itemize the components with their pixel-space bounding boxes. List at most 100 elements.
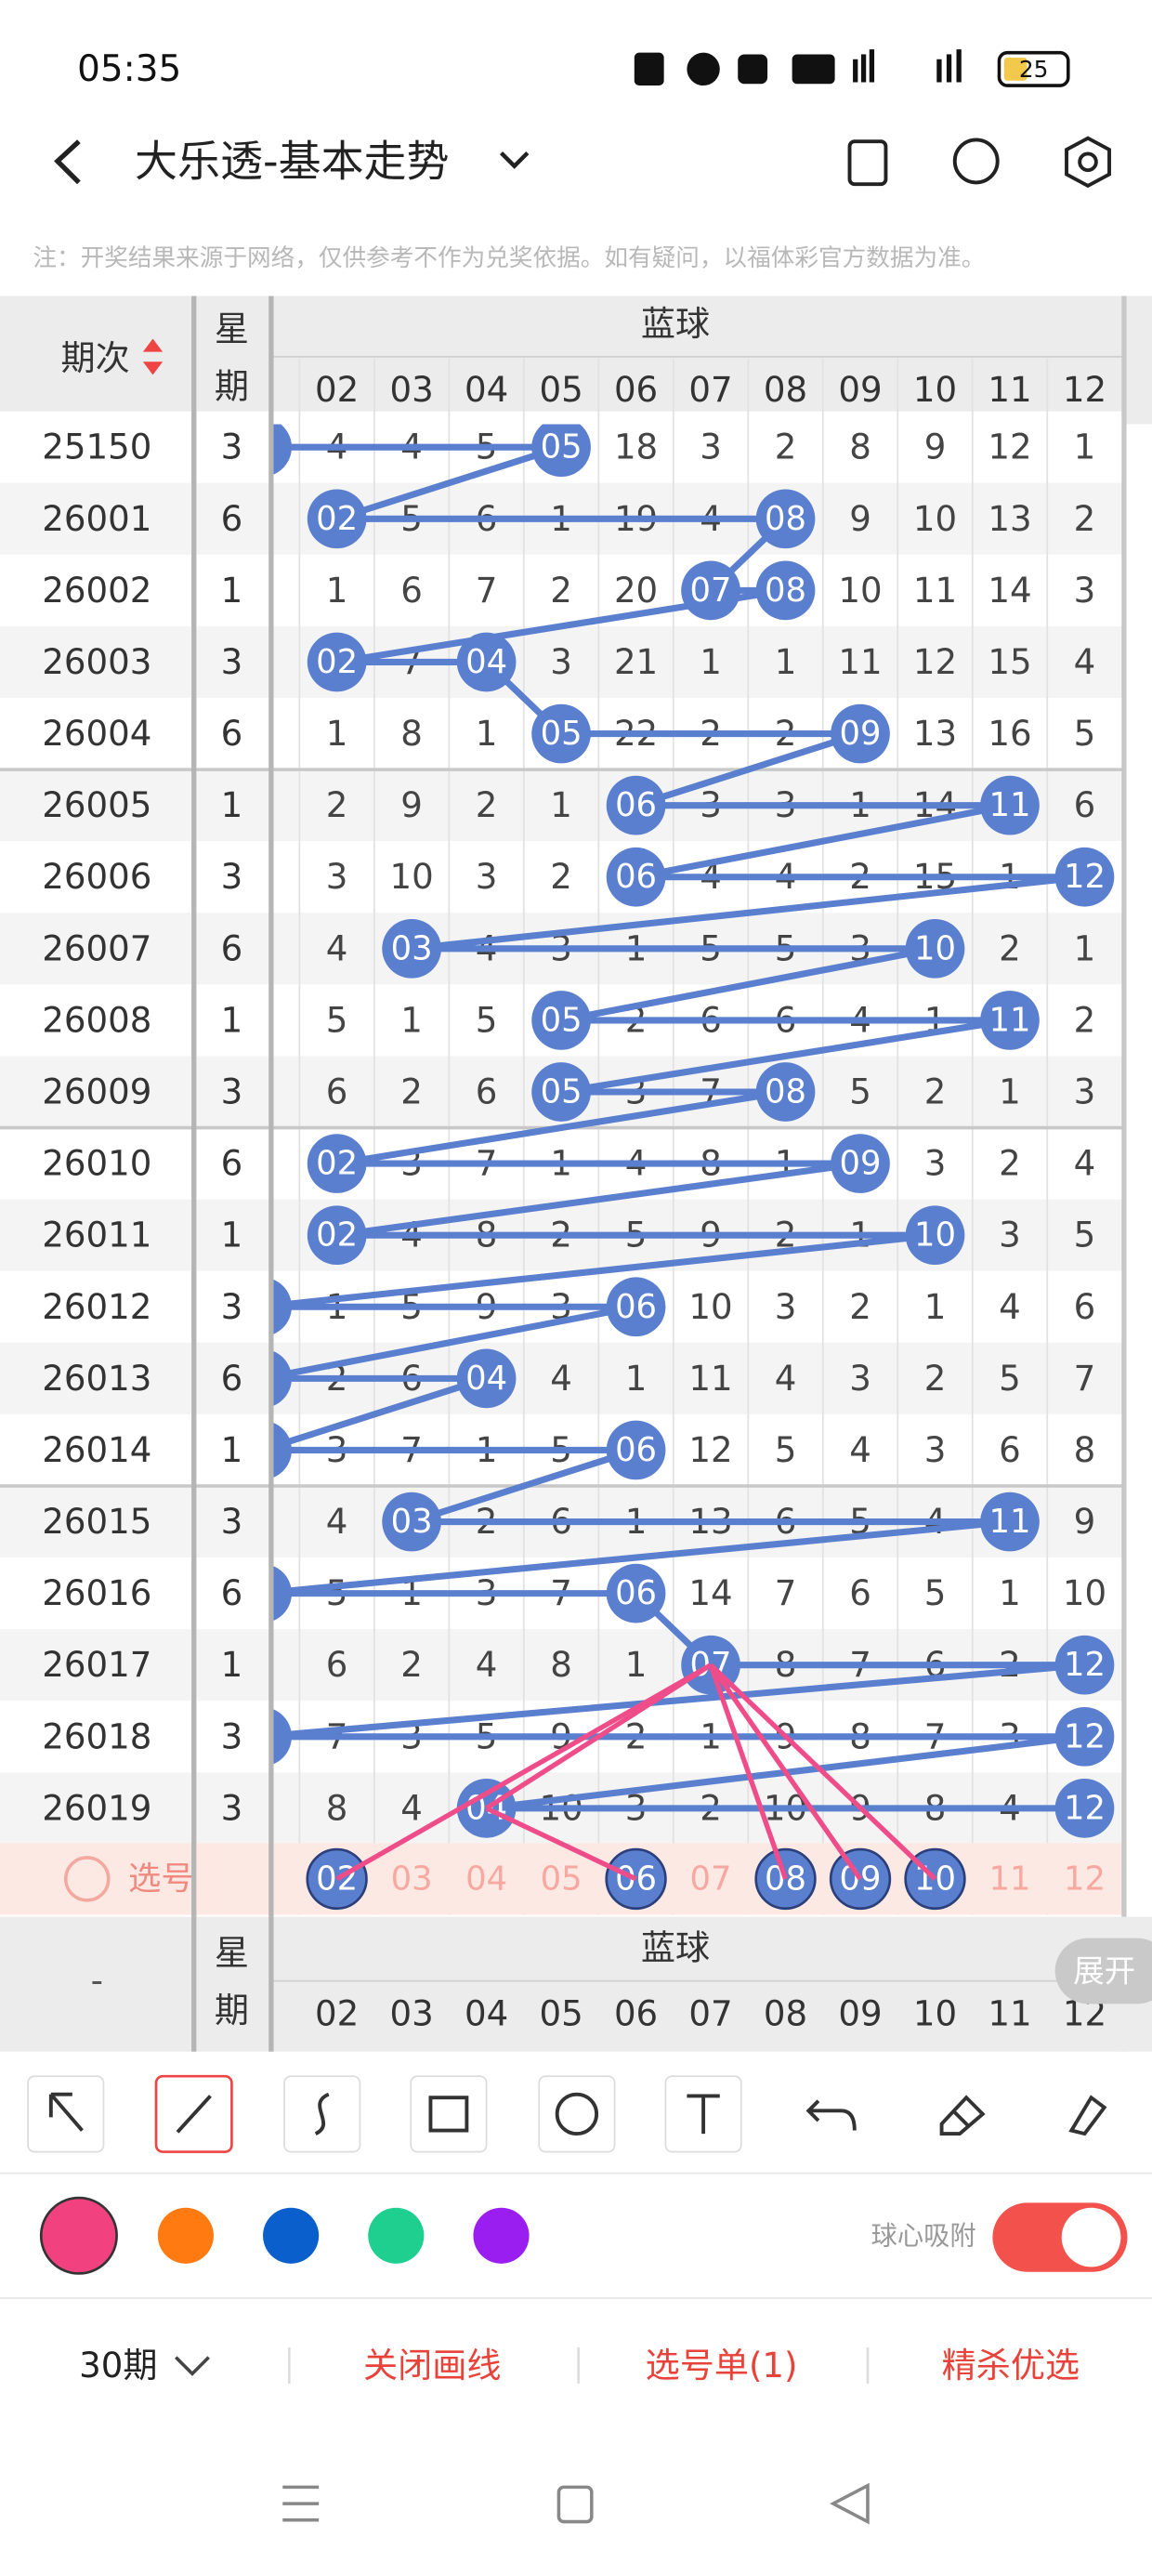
ball-number: 02 xyxy=(316,500,358,538)
ball-number: 05 xyxy=(541,1001,583,1039)
miss-count: 1 xyxy=(625,1645,648,1685)
nav-menu[interactable] xyxy=(282,2485,320,2522)
share-button[interactable] xyxy=(952,138,1000,185)
ticket-button[interactable]: 选号单(1) xyxy=(646,2346,798,2385)
toggle-knob xyxy=(1061,2207,1121,2267)
miss-count: 3 xyxy=(700,427,722,467)
miss-count: 2 xyxy=(326,785,348,825)
miss-count: 3 xyxy=(550,642,572,682)
weekday: 3 xyxy=(221,857,243,897)
ball-number: 06 xyxy=(615,1288,657,1326)
layout-button[interactable] xyxy=(847,139,888,187)
drawn-line xyxy=(485,1663,713,1811)
blue-ball xyxy=(456,632,517,692)
ball-number: 12 xyxy=(1064,858,1106,896)
nav-home[interactable] xyxy=(556,2485,594,2524)
ball-number: 06 xyxy=(615,786,657,824)
miss-count: 4 xyxy=(400,1788,423,1828)
miss-count: 1 xyxy=(326,571,348,611)
miss-count: 8 xyxy=(550,1645,572,1685)
tool-clear[interactable] xyxy=(1068,2095,1107,2136)
color-swatch[interactable] xyxy=(263,2207,320,2264)
column-label: 12 xyxy=(1063,370,1106,410)
miss-count: 3 xyxy=(999,1216,1021,1255)
color-swatch[interactable] xyxy=(157,2207,214,2264)
weekday: 6 xyxy=(221,1573,243,1613)
pick-button[interactable]: 精杀优选 xyxy=(942,2346,1080,2385)
miss-count: 6 xyxy=(1074,785,1096,825)
tool-arrow[interactable] xyxy=(27,2075,105,2153)
select-number: 11 xyxy=(988,1860,1030,1898)
weekday: 1 xyxy=(221,785,243,825)
color-swatch[interactable] xyxy=(39,2196,118,2275)
miss-count: 6 xyxy=(1074,1287,1096,1327)
tool-text[interactable] xyxy=(664,2075,742,2153)
notice: 注：开奖结果来源于网络，仅供参考不作为兑奖依据。如有疑问，以福体彩官方数据为准。 xyxy=(33,244,985,272)
tool-line[interactable] xyxy=(154,2074,233,2153)
miss-count: 5 xyxy=(476,1000,498,1040)
miss-count: 1 xyxy=(625,1359,648,1399)
close-drawing[interactable]: 关闭画线 xyxy=(363,2346,502,2385)
edge-ball xyxy=(272,1422,292,1479)
miss-count: 3 xyxy=(775,1287,797,1327)
sort-icon xyxy=(142,338,164,375)
miss-count: 7 xyxy=(775,1573,797,1613)
color-swatch[interactable] xyxy=(473,2207,530,2264)
expand-tab[interactable] xyxy=(1054,1938,1152,2004)
miss-count: 2 xyxy=(849,1287,871,1327)
column-label: 09 xyxy=(838,370,882,410)
ball-number: 06 xyxy=(615,858,657,896)
back-button[interactable] xyxy=(54,139,81,185)
tool-eraser[interactable] xyxy=(939,2095,986,2136)
edge-ball xyxy=(272,424,292,475)
miss-count: 4 xyxy=(326,1502,348,1542)
ball-number: 06 xyxy=(615,1574,657,1612)
miss-count: 2 xyxy=(400,1645,423,1685)
weekday: 1 xyxy=(221,1216,243,1255)
tool-rect[interactable] xyxy=(410,2075,488,2153)
weekday: 3 xyxy=(221,642,243,682)
nav-back[interactable] xyxy=(830,2482,870,2525)
miss-count: 12 xyxy=(988,427,1031,467)
ball-number: 10 xyxy=(914,929,956,967)
blue-ball xyxy=(831,703,890,764)
miss-count: 5 xyxy=(326,1000,348,1040)
blue-ball xyxy=(681,560,740,621)
period: 26001 xyxy=(42,499,151,539)
miss-count: 5 xyxy=(775,1430,797,1470)
settings-button[interactable] xyxy=(1065,136,1111,189)
select-number: 12 xyxy=(1064,1860,1106,1898)
miss-count: 3 xyxy=(924,1430,947,1470)
tool-undo[interactable] xyxy=(805,2099,857,2131)
miss-count: 6 xyxy=(326,1072,348,1112)
period: 26013 xyxy=(42,1359,151,1399)
period: 26003 xyxy=(42,642,151,682)
miss-count: 9 xyxy=(1074,1502,1096,1542)
period: 26010 xyxy=(42,1144,151,1184)
ball-number: 11 xyxy=(988,786,1030,824)
tool-circle[interactable] xyxy=(538,2075,616,2153)
drawn-line xyxy=(709,1663,937,1881)
miss-count: 4 xyxy=(476,1645,498,1685)
ball-number: 11 xyxy=(988,1503,1030,1541)
color-swatch[interactable] xyxy=(368,2207,425,2264)
miss-count: 10 xyxy=(688,1287,732,1327)
miss-count: 5 xyxy=(999,1359,1021,1399)
column-label: 03 xyxy=(389,1993,433,2033)
weekday: 6 xyxy=(221,1144,243,1184)
miss-count: 1 xyxy=(700,642,722,682)
title-dropdown[interactable] xyxy=(499,151,530,169)
miss-count: 2 xyxy=(1074,499,1096,539)
arrow-icon xyxy=(48,2092,84,2132)
tool-curve[interactable] xyxy=(283,2075,361,2153)
period: 26019 xyxy=(42,1788,151,1828)
weekday: 1 xyxy=(221,1000,243,1040)
ball-number: 04 xyxy=(465,643,507,681)
miss-count: 15 xyxy=(988,642,1031,682)
period-selector[interactable]: 30期 xyxy=(79,2346,157,2385)
miss-count: 11 xyxy=(688,1359,732,1399)
drawn-line xyxy=(708,1663,789,1880)
ball-number: 06 xyxy=(615,1431,657,1469)
miss-count: 10 xyxy=(838,571,882,611)
